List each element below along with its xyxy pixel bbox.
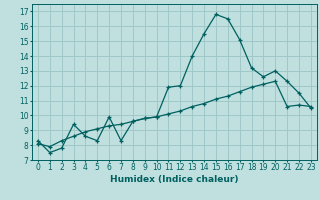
X-axis label: Humidex (Indice chaleur): Humidex (Indice chaleur): [110, 175, 239, 184]
